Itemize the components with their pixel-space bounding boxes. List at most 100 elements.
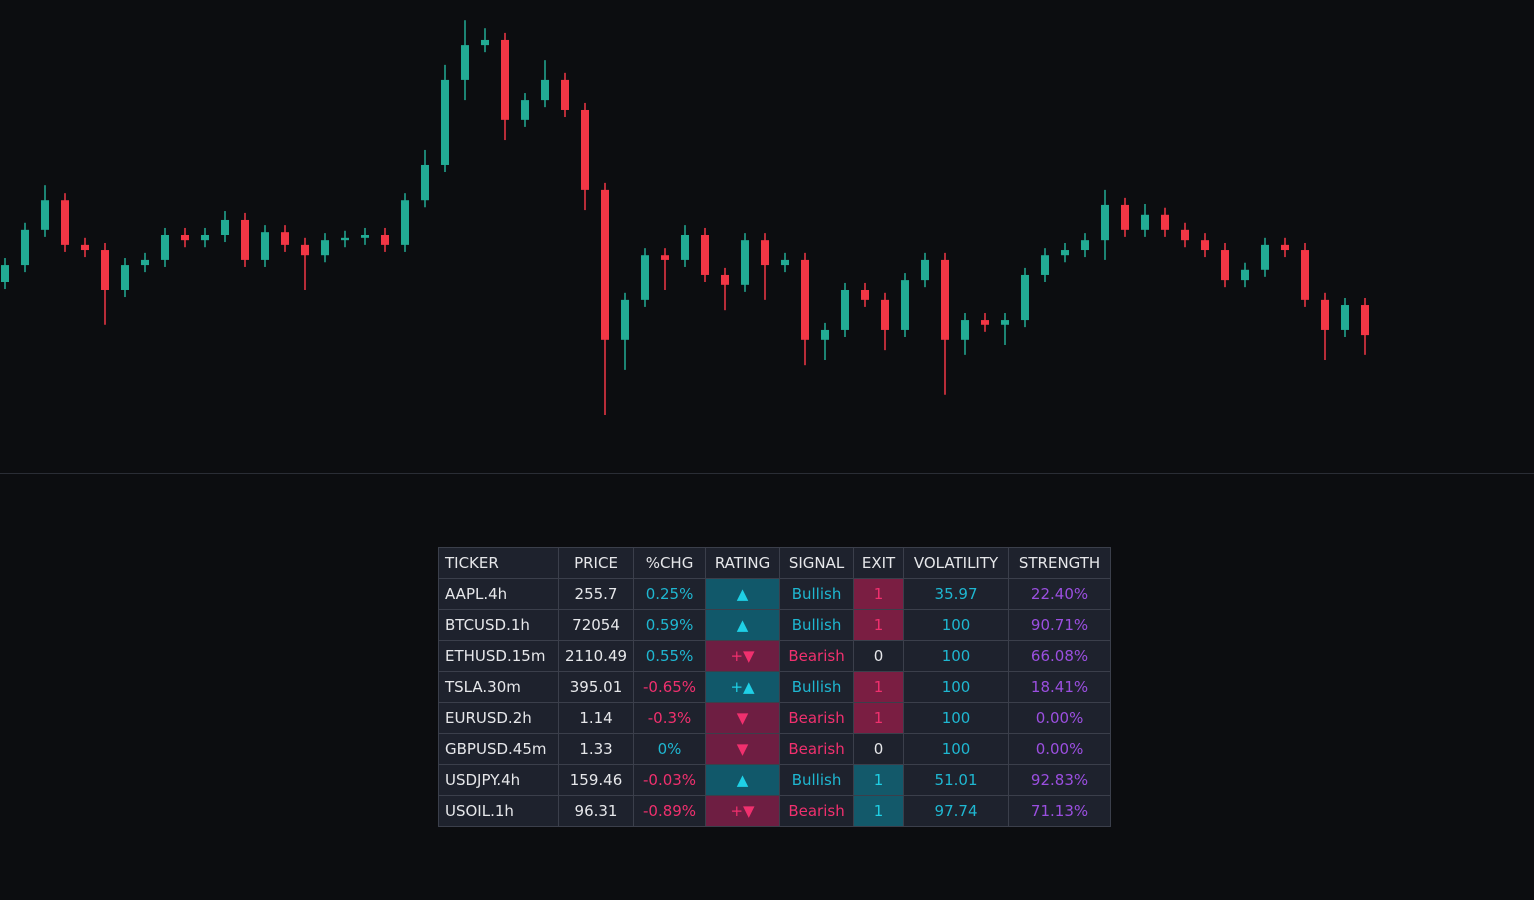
- table-cell: 0.55%: [633, 640, 707, 672]
- table-cell: 1: [853, 578, 905, 610]
- candle-body: [681, 235, 689, 260]
- column-header: STRENGTH: [1008, 547, 1112, 579]
- table-cell: 0: [853, 640, 905, 672]
- table-cell: ▲: [705, 764, 781, 796]
- candle-body: [761, 240, 769, 266]
- candle-body: [181, 235, 189, 241]
- table-cell: Bearish: [779, 702, 855, 734]
- candle-body: [481, 39, 489, 46]
- candle-body: [741, 240, 749, 285]
- table-cell: Bullish: [779, 671, 855, 703]
- candle-body: [1181, 229, 1189, 241]
- table-cell: 100: [903, 733, 1010, 765]
- table-cell: 92.83%: [1008, 764, 1112, 796]
- candle-body: [821, 329, 829, 340]
- candle-body: [861, 289, 869, 300]
- table-cell: Bearish: [779, 640, 855, 672]
- table-cell: 1: [853, 702, 905, 734]
- table-cell: +▼: [705, 640, 781, 672]
- candle-body: [1121, 204, 1129, 230]
- candle-body: [641, 255, 649, 300]
- table-cell: 100: [903, 671, 1010, 703]
- candle-body: [301, 244, 309, 256]
- candle-body: [1061, 250, 1069, 256]
- candle-body: [541, 79, 549, 101]
- table-cell: 97.74: [903, 795, 1010, 827]
- candle-body: [421, 164, 429, 201]
- table-cell: 1: [853, 671, 905, 703]
- table-cell: USOIL.1h: [438, 795, 559, 827]
- candle-body: [1161, 214, 1169, 230]
- table-cell: 0.00%: [1008, 733, 1112, 765]
- candle-body: [81, 244, 89, 251]
- table-cell: 1: [853, 764, 905, 796]
- table-cell: 1: [853, 609, 905, 641]
- candle-body: [261, 232, 269, 260]
- candle-body: [501, 39, 509, 120]
- candle-body: [1201, 240, 1209, 251]
- table-cell: +▲: [705, 671, 781, 703]
- candle-body: [601, 189, 609, 340]
- candle-body: [121, 265, 129, 290]
- candle-body: [781, 259, 789, 266]
- table-cell: -0.3%: [633, 702, 707, 734]
- candle-body: [1001, 320, 1009, 325]
- table-cell: 2110.49: [557, 640, 635, 672]
- table-row: GBPUSD.45m 1.33 0% ▼ Bearish 0 100 0.00%: [438, 733, 1112, 765]
- table-cell: BTCUSD.1h: [438, 609, 559, 641]
- table-cell: 1: [853, 795, 905, 827]
- candle-body: [1301, 250, 1309, 300]
- column-header: RATING: [705, 547, 781, 579]
- table-cell: 0.00%: [1008, 702, 1112, 734]
- candle-body: [621, 299, 629, 340]
- candle-body: [1241, 269, 1249, 281]
- candle-body: [921, 259, 929, 281]
- table-row: BTCUSD.1h 72054 0.59% ▲ Bullish 1 100 90.71%: [438, 609, 1112, 641]
- column-header: TICKER: [438, 547, 559, 579]
- candle-body: [201, 235, 209, 241]
- table-cell: 1.33: [557, 733, 635, 765]
- table-cell: 22.40%: [1008, 578, 1112, 610]
- table-cell: GBPUSD.45m: [438, 733, 559, 765]
- candle-body: [701, 235, 709, 275]
- candle-body: [321, 240, 329, 256]
- table-cell: ▲: [705, 609, 781, 641]
- table-cell: -0.65%: [633, 671, 707, 703]
- table-cell: 0: [853, 733, 905, 765]
- table-cell: +▼: [705, 795, 781, 827]
- table-cell: 100: [903, 640, 1010, 672]
- table-cell: ▲: [705, 578, 781, 610]
- table-cell: Bearish: [779, 795, 855, 827]
- candle-body: [661, 255, 669, 260]
- candle-body: [141, 259, 149, 266]
- table-cell: 0.25%: [633, 578, 707, 610]
- table-cell: Bullish: [779, 609, 855, 641]
- candle-body: [1341, 305, 1349, 330]
- candle-body: [1041, 255, 1049, 275]
- candle-body: [461, 45, 469, 80]
- table-cell: 255.7: [557, 578, 635, 610]
- candle-body: [721, 274, 729, 285]
- candle-body: [521, 100, 529, 120]
- table-cell: 72054: [557, 609, 635, 641]
- column-header: %CHG: [633, 547, 707, 579]
- candle-body: [41, 200, 49, 230]
- candle-body: [961, 320, 969, 340]
- candle-body: [1, 265, 9, 282]
- candle-body: [1321, 299, 1329, 330]
- table-cell: 35.97: [903, 578, 1010, 610]
- table-cell: 51.01: [903, 764, 1010, 796]
- table-cell: AAPL.4h: [438, 578, 559, 610]
- table-cell: 395.01: [557, 671, 635, 703]
- candle-body: [161, 235, 169, 260]
- table-cell: 18.41%: [1008, 671, 1112, 703]
- column-header: PRICE: [557, 547, 635, 579]
- candle-body: [381, 235, 389, 245]
- screener-table: TICKER PRICE %CHG RATING SIGNAL EXIT VOLATILIT…: [438, 547, 1112, 827]
- candle-body: [101, 250, 109, 290]
- table-cell: 159.46: [557, 764, 635, 796]
- table-cell: -0.89%: [633, 795, 707, 827]
- table-cell: TSLA.30m: [438, 671, 559, 703]
- candle-body: [981, 320, 989, 325]
